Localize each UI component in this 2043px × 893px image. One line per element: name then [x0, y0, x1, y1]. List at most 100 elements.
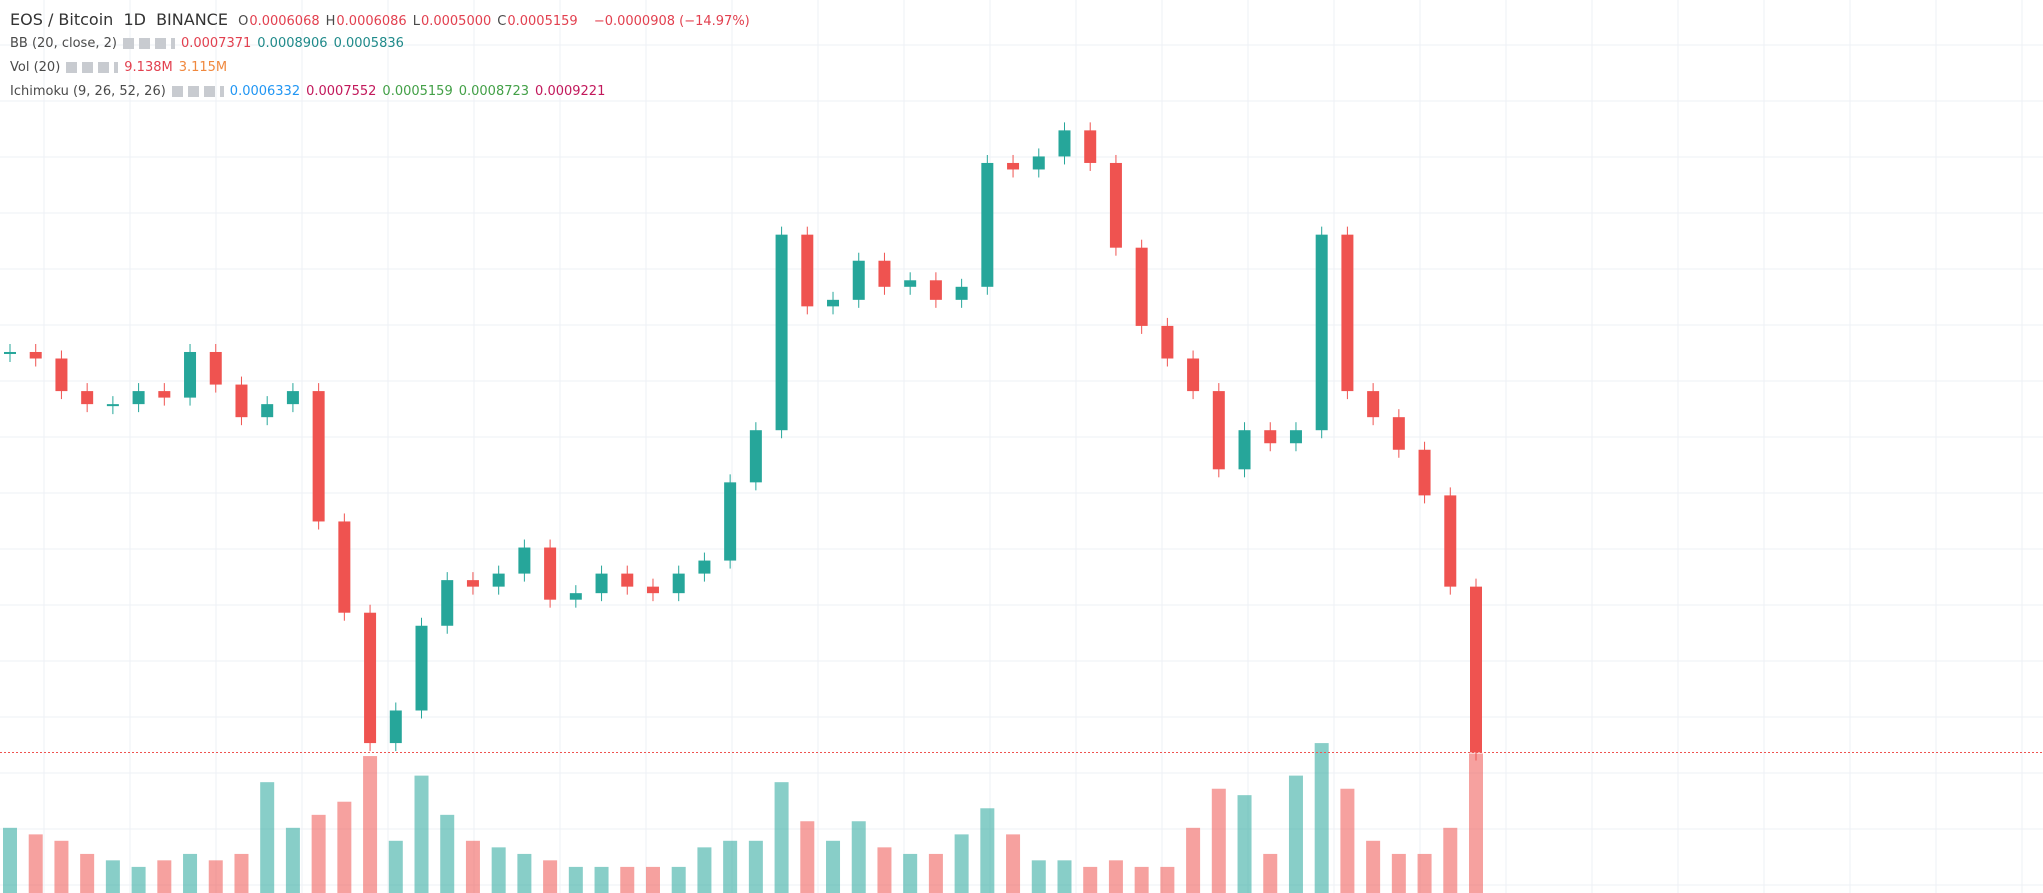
- volume-bar: [1160, 866, 1175, 893]
- candle: [544, 547, 557, 600]
- volume-bar: [1211, 788, 1226, 893]
- volume-bar: [465, 840, 480, 893]
- volume-bar: [851, 821, 866, 893]
- indicator-buttons[interactable]: [122, 38, 175, 49]
- volume-bar: [260, 782, 275, 893]
- indicator-row: BB (20, close, 2) 0.0007371 0.0008906 0.000…: [10, 32, 756, 56]
- volume-bar: [54, 840, 69, 893]
- indicator-buttons[interactable]: [171, 86, 224, 97]
- candle: [132, 391, 145, 405]
- candle: [1264, 430, 1277, 444]
- candle: [518, 547, 531, 574]
- volume-bar: [620, 866, 635, 893]
- volume-bar: [671, 866, 686, 893]
- candle: [1109, 162, 1122, 248]
- candle: [235, 384, 248, 418]
- indicator-name[interactable]: Vol (20): [10, 60, 61, 75]
- candle: [1007, 162, 1020, 170]
- indicator-name[interactable]: Ichimoku (9, 26, 52, 26): [10, 84, 166, 99]
- volume-bar: [800, 821, 815, 893]
- indicator-row: Ichimoku (9, 26, 52, 26) 0.0006332 0.00075…: [10, 80, 756, 104]
- volume-bar: [208, 860, 223, 893]
- volume-bar: [311, 814, 326, 893]
- volume-bar: [903, 853, 918, 893]
- volume-bar: [1391, 853, 1406, 893]
- volume-bar: [954, 834, 969, 893]
- ohlc-label: C: [497, 14, 507, 29]
- indicator-value: 0.0005159: [382, 84, 453, 99]
- volume-bar: [697, 847, 712, 893]
- indicator-value: 0.0009221: [535, 84, 606, 99]
- volume-bar: [234, 853, 249, 893]
- volume-bar: [131, 866, 146, 893]
- symbol[interactable]: EOS / Bitcoin: [10, 10, 114, 29]
- volume-bar: [723, 840, 738, 893]
- indicator-value: 3.115M: [178, 60, 228, 75]
- ohlc-value: 0.0005000: [420, 14, 492, 29]
- indicator-name[interactable]: BB (20, close, 2): [10, 36, 117, 51]
- candle: [1315, 234, 1328, 431]
- candle: [4, 351, 16, 354]
- candle: [621, 573, 634, 587]
- candle: [1444, 495, 1457, 587]
- candle: [595, 573, 608, 594]
- candle: [1289, 430, 1302, 444]
- candle: [827, 299, 840, 307]
- volume-bar: [1057, 860, 1072, 893]
- ohlc-label: L: [412, 14, 420, 29]
- candle: [338, 521, 351, 613]
- volume-bar: [1186, 827, 1201, 893]
- ohlc-label: H: [325, 14, 336, 29]
- candle: [955, 286, 968, 300]
- volume-bar: [980, 808, 995, 893]
- indicator-value: 0.0008723: [458, 84, 530, 99]
- volume-bar: [1031, 860, 1046, 893]
- candle: [1058, 130, 1071, 157]
- volume-bar: [1237, 795, 1252, 893]
- candle: [209, 351, 222, 385]
- candle: [981, 162, 994, 287]
- indicator-buttons[interactable]: [66, 62, 119, 73]
- candle: [466, 580, 479, 587]
- candle: [878, 260, 891, 287]
- symbol-row: EOS / Bitcoin 1D BINANCE O0.0006068 H0.00…: [10, 8, 756, 32]
- ohlc-label: O: [238, 14, 249, 29]
- volume-bar: [80, 853, 95, 893]
- volume-bar: [1469, 753, 1483, 893]
- candle: [106, 404, 119, 407]
- volume-bar: [517, 853, 532, 893]
- candle: [569, 593, 582, 600]
- indicator-value: 0.0007552: [306, 84, 377, 99]
- change: −0.0000908 (−14.97%): [593, 14, 750, 29]
- candle: [904, 280, 917, 287]
- volume-bar: [1288, 775, 1303, 893]
- indicator-value: 9.138M: [124, 60, 173, 75]
- candle: [415, 625, 428, 711]
- volume-bar: [285, 827, 300, 893]
- volume-bar: [543, 860, 558, 893]
- volume-bar: [1083, 866, 1098, 893]
- interval[interactable]: 1D: [123, 10, 146, 29]
- volume-bar: [1263, 853, 1278, 893]
- candle: [261, 404, 274, 418]
- volume-bar: [3, 827, 17, 893]
- ohlc-value: 0.0006086: [336, 14, 407, 29]
- volume-bar: [183, 853, 198, 893]
- volume-bar: [440, 814, 455, 893]
- volume-bar: [388, 840, 403, 893]
- volume-bar: [414, 775, 429, 893]
- candle: [646, 586, 659, 594]
- volume-bar: [363, 756, 378, 893]
- volume-bar: [1006, 834, 1021, 893]
- indicator-value: 0.0008906: [257, 36, 328, 51]
- legend-header: EOS / Bitcoin 1D BINANCE O0.0006068 H0.00…: [10, 8, 756, 104]
- volume-bar: [1134, 866, 1149, 893]
- candle: [1341, 234, 1354, 392]
- candle: [1032, 156, 1045, 170]
- candle: [441, 580, 454, 626]
- candle: [81, 391, 94, 405]
- volume-bar: [645, 866, 660, 893]
- candle: [1367, 391, 1380, 418]
